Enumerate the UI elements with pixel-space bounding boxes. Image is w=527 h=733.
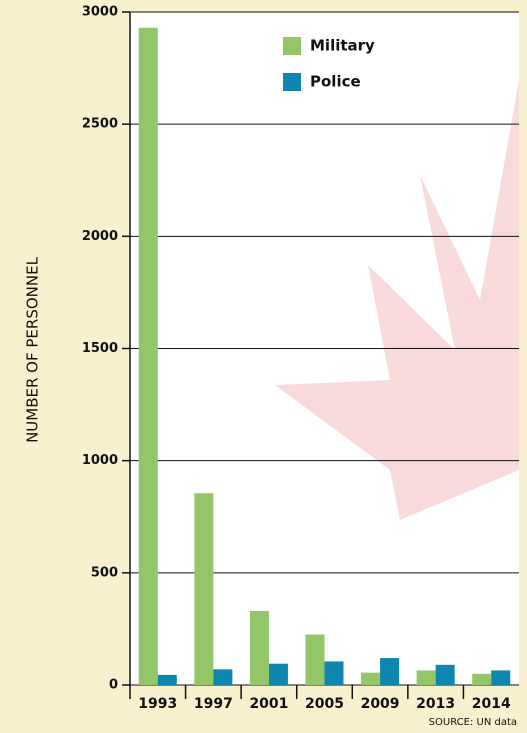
bar (436, 665, 455, 685)
x-tick-label: 2013 (416, 696, 455, 712)
bar (325, 661, 344, 685)
bar (194, 493, 213, 685)
bar (213, 669, 232, 685)
x-tick-label: 2009 (361, 696, 400, 712)
source-note: SOURCE: UN data (429, 717, 517, 728)
bar (250, 611, 269, 685)
y-tick-label: 1000 (82, 453, 118, 468)
x-tick-label: 1993 (138, 696, 177, 712)
bar (158, 675, 177, 685)
y-tick-label: 500 (91, 565, 118, 580)
x-tick-label: 2014 (472, 696, 511, 712)
legend-swatch (283, 73, 301, 91)
y-tick-label: 2500 (82, 117, 118, 132)
bar (417, 670, 436, 685)
bar (472, 674, 491, 685)
x-tick-label: 1997 (194, 696, 233, 712)
chart: NUMBER OF PERSONNEL SOURCE: UN data 0 500… (0, 0, 527, 733)
y-tick-label: 2000 (82, 229, 118, 244)
x-tick-label: 2001 (249, 696, 288, 712)
y-tick-label: 0 (109, 678, 118, 693)
y-tick-label: 1500 (82, 341, 118, 356)
bar (269, 664, 288, 685)
bar (361, 673, 380, 685)
bar (306, 635, 325, 685)
legend-label: Police (310, 73, 361, 91)
bar (380, 658, 399, 685)
x-tick-label: 2005 (305, 696, 344, 712)
bar (139, 28, 158, 685)
y-tick-label: 3000 (82, 5, 118, 20)
legend-label: Military (310, 37, 375, 55)
legend-swatch (283, 37, 301, 55)
bar (491, 670, 510, 685)
y-axis-label: NUMBER OF PERSONNEL (24, 256, 42, 442)
